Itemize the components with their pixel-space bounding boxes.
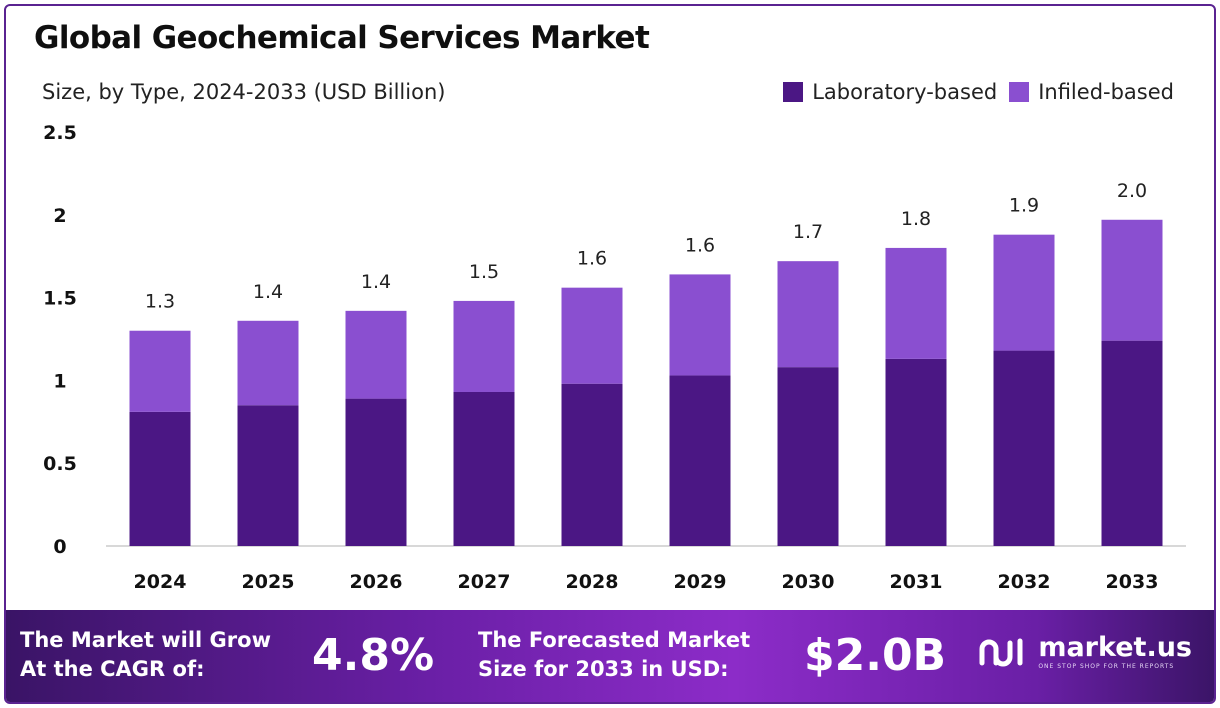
bar-infield-2029 xyxy=(669,274,731,376)
total-label-2027: 1.5 xyxy=(469,261,499,283)
bar-infield-2027 xyxy=(453,300,515,392)
x-tick-label-2026: 2026 xyxy=(350,571,403,593)
x-tick-label-2031: 2031 xyxy=(890,571,943,593)
total-label-2032: 1.9 xyxy=(1009,195,1039,217)
bar-infield-2033 xyxy=(1101,219,1163,341)
x-tick-label-2033: 2033 xyxy=(1106,571,1159,593)
bar-laboratory-2033 xyxy=(1101,340,1163,546)
bar-infield-2030 xyxy=(777,261,839,368)
y-tick-label: 1 xyxy=(53,370,66,392)
total-label-2029: 1.6 xyxy=(685,234,715,256)
bar-laboratory-2028 xyxy=(561,383,623,546)
y-tick-label: 2.5 xyxy=(43,122,77,144)
cagr-caption-line1: The Market will Grow xyxy=(20,628,271,652)
total-label-2025: 1.4 xyxy=(253,281,283,303)
bar-laboratory-2025 xyxy=(237,405,299,546)
y-tick-label: 0 xyxy=(53,536,66,558)
legend-swatch-laboratory xyxy=(783,82,804,102)
total-label-2030: 1.7 xyxy=(793,221,823,243)
market-us-logo-icon xyxy=(979,638,1023,667)
total-label-2028: 1.6 xyxy=(577,248,607,270)
bar-laboratory-2027 xyxy=(453,391,515,546)
legend-label-infield: Infiled-based xyxy=(1038,80,1174,104)
bar-infield-2031 xyxy=(885,247,947,359)
bar-laboratory-2029 xyxy=(669,375,731,546)
chart-frame: Global Geochemical Services Market Size,… xyxy=(4,4,1216,704)
chart-title: Global Geochemical Services Market xyxy=(34,20,650,56)
total-label-2024: 1.3 xyxy=(145,291,175,313)
y-tick-label: 2 xyxy=(53,205,66,227)
cagr-caption: The Market will Grow At the CAGR of: xyxy=(20,626,271,684)
bar-infield-2032 xyxy=(993,234,1055,351)
legend-item-laboratory: Laboratory-based xyxy=(783,80,997,104)
bar-infield-2026 xyxy=(345,310,407,399)
forecast-caption-line1: The Forecasted Market xyxy=(478,628,751,652)
legend: Laboratory-based Infiled-based xyxy=(783,80,1174,104)
x-tick-label-2028: 2028 xyxy=(566,571,619,593)
y-tick-label: 0.5 xyxy=(43,453,77,475)
bar-laboratory-2031 xyxy=(885,358,947,546)
bar-laboratory-2030 xyxy=(777,367,839,546)
forecast-caption-line2: Size for 2033 in USD: xyxy=(478,657,729,681)
forecast-value: $2.0B xyxy=(804,630,947,681)
bar-infield-2025 xyxy=(237,320,299,406)
x-tick-label-2032: 2032 xyxy=(998,571,1051,593)
x-tick-label-2029: 2029 xyxy=(674,571,727,593)
brand-text: market.us ONE STOP SHOP FOR THE REPORTS xyxy=(1038,632,1192,671)
x-tick-label-2025: 2025 xyxy=(242,571,295,593)
legend-label-laboratory: Laboratory-based xyxy=(812,80,998,104)
bar-laboratory-2026 xyxy=(345,398,407,546)
x-tick-label-2030: 2030 xyxy=(782,571,835,593)
bar-chart: 0 0.5 1 1.5 2 2.5 1.3 2024 1.4 2025 1.4 2026 1.5 2027… xyxy=(43,122,1186,593)
brand-tagline: ONE STOP SHOP FOR THE REPORTS xyxy=(1038,663,1175,670)
brand-logo: market.us ONE STOP SHOP FOR THE REPORTS xyxy=(978,634,1192,670)
total-label-2033: 2.0 xyxy=(1117,180,1147,202)
legend-swatch-infield xyxy=(1009,82,1030,102)
footer-banner: The Market will Grow At the CAGR of: 4.8… xyxy=(6,610,1214,702)
chart-subtitle: Size, by Type, 2024-2033 (USD Billion) xyxy=(42,80,446,104)
bar-infield-2024 xyxy=(129,330,191,412)
total-label-2031: 1.8 xyxy=(901,208,931,230)
y-tick-label: 1.5 xyxy=(43,288,77,310)
bar-infield-2028 xyxy=(561,287,623,384)
forecast-caption: The Forecasted Market Size for 2033 in U… xyxy=(478,626,750,684)
total-label-2026: 1.4 xyxy=(361,271,391,293)
cagr-caption-line2: At the CAGR of: xyxy=(20,657,205,681)
legend-item-infield: Infiled-based xyxy=(1009,80,1174,104)
bar-laboratory-2024 xyxy=(129,411,191,546)
bar-laboratory-2032 xyxy=(993,350,1055,546)
cagr-value: 4.8% xyxy=(312,630,435,681)
x-tick-label-2024: 2024 xyxy=(134,571,187,593)
x-tick-label-2027: 2027 xyxy=(458,571,511,593)
brand-name: market.us xyxy=(1038,632,1192,663)
